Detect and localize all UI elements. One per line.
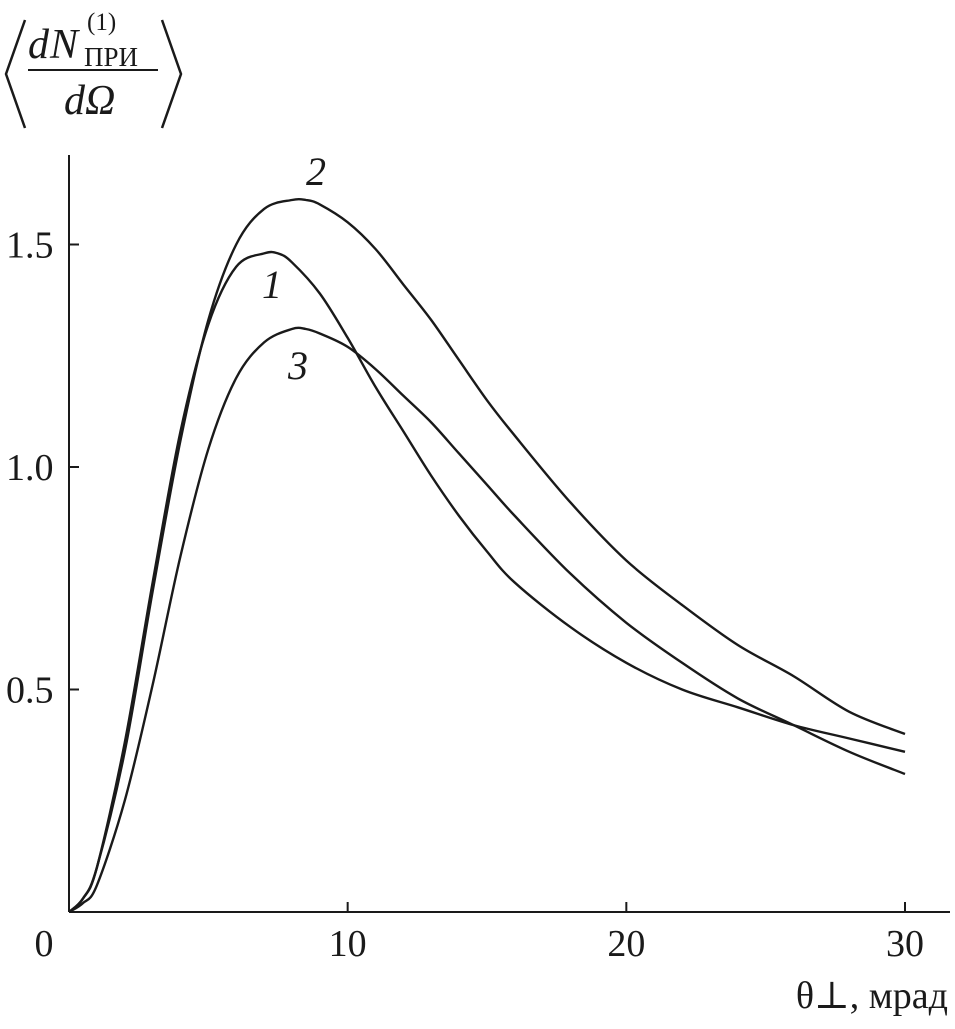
y-axis-label: d N (1) ПРИ dΩ [4,9,183,129]
y-tick-label: 1.0 [6,447,54,489]
x-axis-label: θ⊥, мрад [796,975,948,1017]
series-label-3: 3 [287,343,308,388]
y-label-denominator: dΩ [64,78,115,124]
series-label-1: 1 [262,262,282,307]
series-label-2: 2 [306,149,326,194]
series-line-2 [68,197,906,913]
right-angle-bracket [160,19,183,129]
y-label-subscript: ПРИ [84,42,138,72]
x-tick-label: 10 [329,923,367,965]
y-label-n: N [49,22,80,68]
series-labels: 1 2 3 [262,149,326,388]
x-tick-label: 30 [886,923,924,965]
y-tick-label: 0.5 [6,670,54,712]
left-angle-bracket [4,19,27,129]
y-label-d: d [28,22,50,68]
x-tick-label: 0 [35,923,54,965]
y-label-superscript: (1) [87,9,116,36]
series-line-3 [68,326,906,914]
series-lines [68,197,906,914]
ticks: 0 10 20 30 0.5 1.0 1.5 [6,225,924,966]
y-tick-label: 1.5 [6,225,54,267]
series-line-1 [68,250,906,913]
x-tick-label: 20 [607,923,645,965]
